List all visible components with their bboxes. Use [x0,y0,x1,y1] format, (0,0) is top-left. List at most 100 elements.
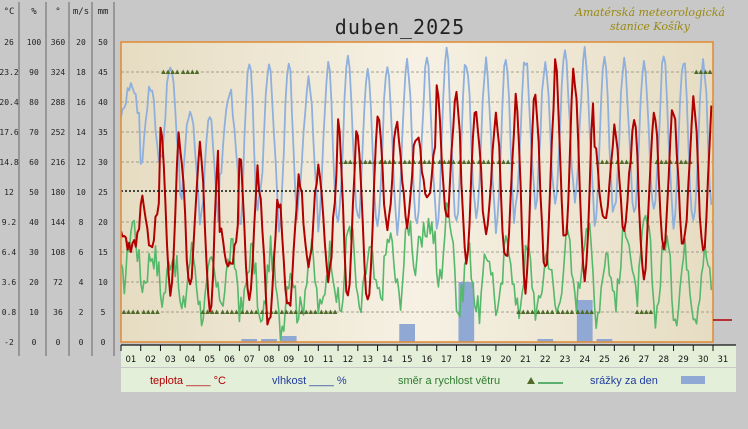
tick-label: 10 [76,188,86,197]
day-label: 15 [402,355,413,365]
tick-label: 5 [101,308,106,317]
wind-direction-marker [174,69,180,74]
day-label: 01 [125,355,136,365]
day-label: 02 [145,355,156,365]
wind-direction-marker [693,69,699,74]
wind-direction-marker [437,159,443,164]
tick-label: 40 [98,98,108,107]
tick-label: 35 [98,128,108,137]
legend-temperature: teplota ____ °C [150,375,226,387]
tick-label: 108 [51,248,66,257]
precip-bar [399,324,415,342]
wind-direction-marker [422,159,427,164]
wind-direction-marker [530,309,535,314]
wind-direction-marker [678,159,684,164]
wind-direction-marker [402,159,408,164]
wind-speed-line [121,202,713,341]
wind-direction-marker [624,159,629,164]
wind-direction-marker [259,309,265,314]
tick-label: 3.6 [2,278,17,287]
wind-direction-marker [220,309,225,314]
tick-label: 324 [51,68,66,77]
tick-label: 12 [4,188,14,197]
day-labels: 01 02 03 04 05 06 07 08 09 10 11 12 13 14 15 16 17 18 19 20… [120,345,728,365]
day-label: 03 [165,355,176,365]
wind-speed-series [121,202,713,341]
wind-direction-marker [387,159,392,164]
day-label: 25 [599,355,610,365]
wind-direction-marker [161,69,166,74]
wind-direction-marker [214,309,219,314]
temperature-series [121,58,713,326]
wind-direction-marker [130,309,136,314]
tick-label: 30 [98,158,108,167]
day-label: 22 [540,355,551,365]
tick-label: 90 [29,68,39,77]
wind-direction-marker [209,309,215,314]
axis-headers: °C% ° m/s mm [4,7,109,17]
wind-direction-marker [707,69,713,74]
wind-direction-marker [180,69,186,74]
wind-direction-marker [367,159,373,164]
tick-label: 0.8 [2,308,17,317]
wind-direction-marker [126,309,131,314]
wind-direction-marker [505,159,511,164]
wind-direction-marker [584,309,590,314]
day-label: 05 [204,355,215,365]
chart-title: duben_2025 [335,15,465,39]
wind-direction-marker [634,309,640,314]
station-name-line2: stanice Košíky [610,20,691,33]
day-label: 14 [382,355,393,365]
wind-direction-marker [135,309,141,314]
axis-header-3: m/s [73,7,89,17]
scale-tick-labels: -20.83.66.49.21214.817.620.423.226010203… [0,2,115,356]
wind-direction-marker [244,309,250,314]
wind-direction-marker [205,309,210,314]
wind-direction-marker [599,159,605,164]
wind-direction-marker [146,309,151,314]
tick-label: 50 [29,188,39,197]
tick-label: 0 [101,338,106,347]
wind-direction-marker [555,309,561,314]
wind-direction-marker [308,309,314,314]
wind-direction-marker [303,309,309,314]
tick-label: 36 [53,308,63,317]
wind-direction-marker [288,309,294,314]
wind-direction-marker [299,309,304,314]
wind-direction-marker [525,309,531,314]
wind-direction-marker [200,309,206,314]
wind-direction-marker [328,309,333,314]
wind-direction-marker [560,309,566,314]
day-label: 31 [717,355,728,365]
wind-direction-marker [332,309,338,314]
wind-direction-marker [466,159,471,164]
day-label: 07 [244,355,255,365]
wind-direction-marker [273,309,279,314]
tick-label: 9.2 [2,218,17,227]
tick-label: 216 [51,158,66,167]
day-label: 24 [579,355,590,365]
day-label: 12 [343,355,354,365]
precip-bar [241,339,258,342]
day-label: 20 [500,355,511,365]
wind-direction-marker [648,309,654,314]
wind-direction-marker [575,309,581,314]
day-label: 04 [185,355,196,365]
wind-direction-marker [224,309,230,314]
tick-label: 15 [98,248,108,257]
day-label: 06 [224,355,235,365]
wind-direction-marker [589,309,594,314]
plot-frame [120,41,714,343]
precip-bar [537,339,554,342]
tick-label: 10 [98,278,108,287]
tick-label: 180 [51,188,66,197]
day-label: 17 [441,355,452,365]
wind-direction-marker [569,309,575,314]
wind-direction-marker [190,69,195,74]
day-label: 29 [678,355,689,365]
wind-direction-marker [185,69,191,74]
legend [121,368,736,392]
day-label: 21 [520,355,531,365]
wind-direction-marker [604,159,610,164]
tick-label: 4 [79,278,84,287]
